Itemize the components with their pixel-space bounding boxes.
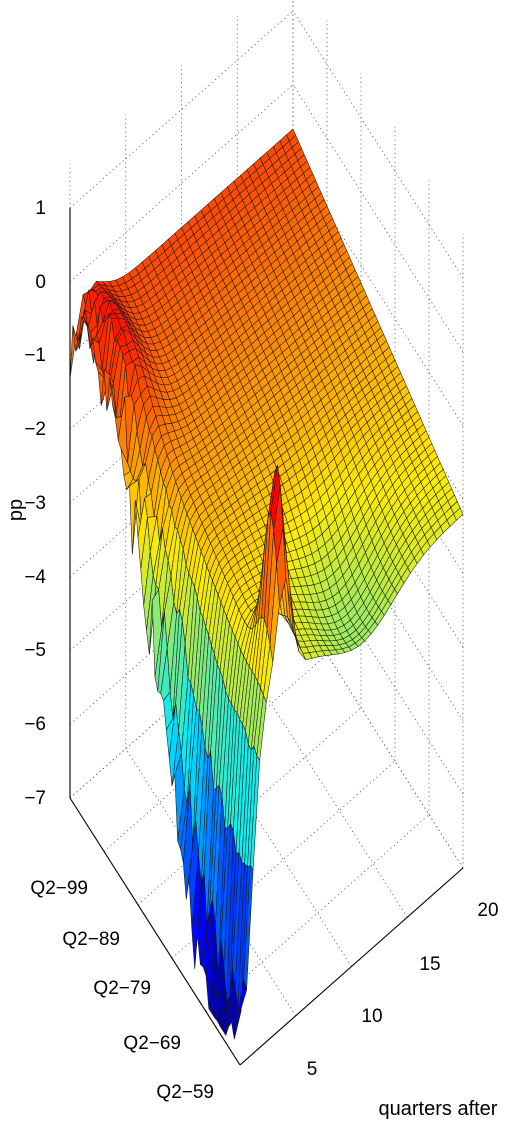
z-tick-labels: 1 0 −1 −2 −3 −4 −5 −6 −7 <box>24 198 46 809</box>
z-tick-label: −5 <box>24 640 46 661</box>
z-tick-label: −7 <box>24 788 46 809</box>
back-wall-grid-line <box>69 84 294 283</box>
surface-patch <box>236 978 247 1018</box>
date-tick-label: Q2−89 <box>62 929 120 950</box>
date-tick-label: Q2−69 <box>123 1033 181 1054</box>
horizon-tick-label: 10 <box>361 1006 382 1027</box>
z-tick-label: −3 <box>24 493 46 514</box>
date-tick-label: Q2−79 <box>93 978 151 999</box>
back-wall-grid-line <box>69 379 294 578</box>
back-wall-grid-line <box>69 600 294 799</box>
back-wall-grid-line <box>69 526 294 725</box>
back-wall-grid-line <box>69 10 294 209</box>
horizon-axis-title: quarters after <box>379 1098 498 1120</box>
z-tick-label: −2 <box>24 419 46 440</box>
horizon-axis-line <box>239 867 464 1066</box>
horizon-tick-label: 20 <box>477 900 498 921</box>
date-axis-line <box>69 797 241 1066</box>
horizon-tick-labels: 5 10 15 20 <box>307 900 499 1080</box>
floor-grid-line <box>137 707 362 906</box>
date-tick-label: Q2−99 <box>30 878 88 899</box>
surface <box>69 128 464 1040</box>
z-tick-label: −1 <box>24 345 46 366</box>
z-tick-label: 0 <box>35 272 46 293</box>
back-wall-grid-line <box>69 453 294 651</box>
z-tick-label: −4 <box>24 567 46 588</box>
date-tick-label: Q2−59 <box>156 1082 214 1103</box>
axes: 1 0 −1 −2 −3 −4 −5 −6 −7 Q2−59 Q2−69 Q2−… <box>5 198 499 1120</box>
z-tick-label: 1 <box>35 198 46 219</box>
back-wall-grid-line <box>69 305 294 504</box>
horizon-tick-label: 15 <box>419 954 440 975</box>
floor-grid-line <box>103 654 328 852</box>
z-tick-label: −6 <box>24 714 46 735</box>
date-tick-labels: Q2−59 Q2−69 Q2−79 Q2−89 Q2−99 <box>30 878 214 1103</box>
z-axis-title: pp <box>5 499 27 521</box>
horizon-tick-label: 5 <box>307 1059 318 1080</box>
